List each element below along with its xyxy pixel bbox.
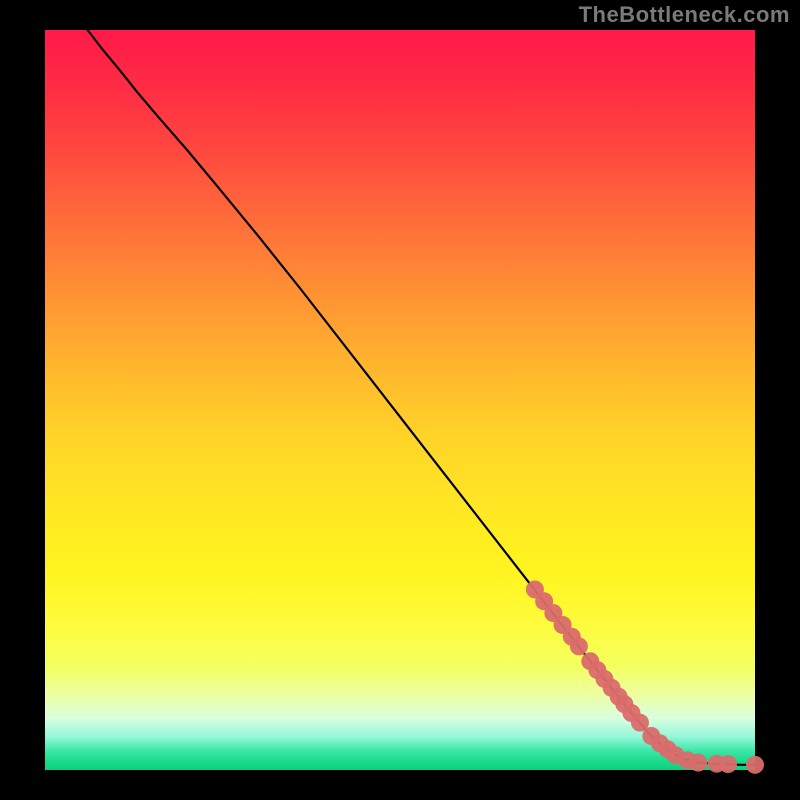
- data-marker: [719, 755, 737, 773]
- data-marker: [570, 637, 588, 655]
- data-marker: [689, 754, 707, 772]
- watermark-text: TheBottleneck.com: [579, 2, 790, 28]
- chart-svg: [0, 0, 800, 800]
- chart-stage: TheBottleneck.com: [0, 0, 800, 800]
- plot-background: [45, 30, 755, 770]
- data-marker: [746, 756, 764, 774]
